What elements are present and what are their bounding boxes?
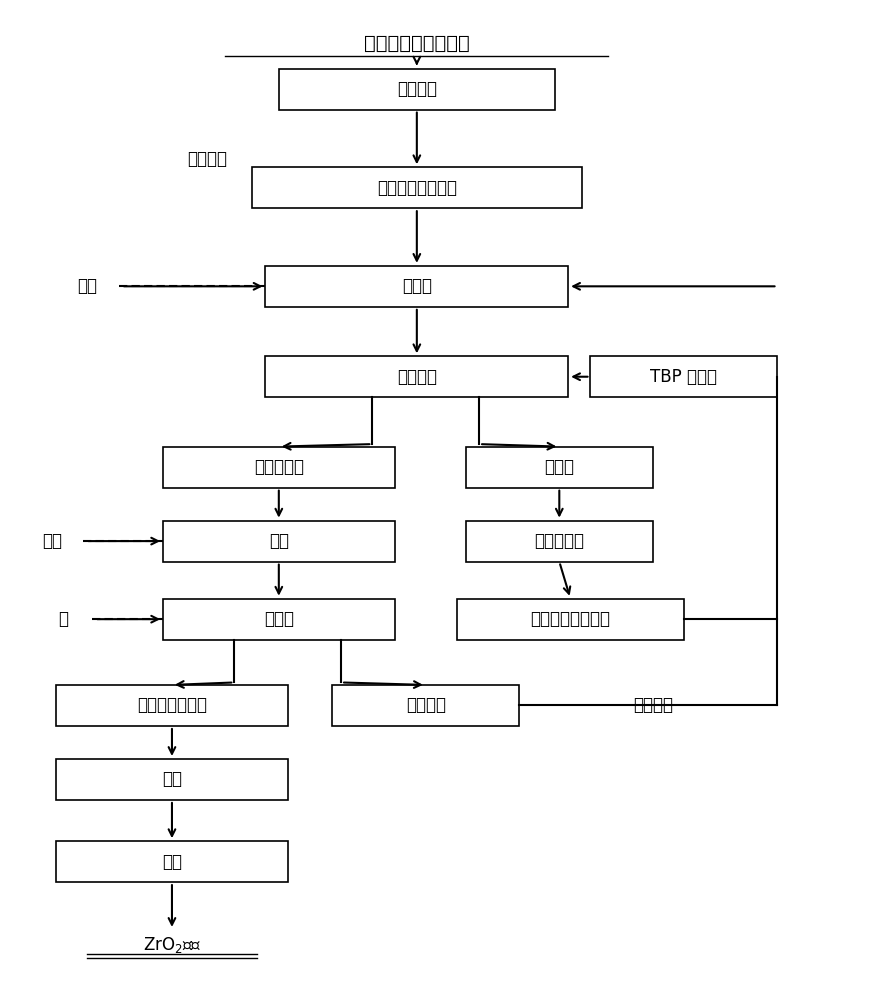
Text: ZrO$_2$产品: ZrO$_2$产品 — [142, 935, 202, 955]
Text: 另制取纯铪: 另制取纯铪 — [534, 532, 584, 550]
Text: 硝酸: 硝酸 — [77, 277, 98, 295]
Bar — [163, 447, 394, 488]
Bar — [56, 685, 288, 726]
Text: 负载有机相: 负载有机相 — [254, 458, 304, 476]
Text: 洗涤: 洗涤 — [269, 532, 289, 550]
Text: TBP 萃取剂: TBP 萃取剂 — [650, 368, 718, 386]
Text: 除氯离子: 除氯离子 — [397, 80, 437, 98]
Text: 硝酸、硝酸盐溶液: 硝酸、硝酸盐溶液 — [530, 610, 610, 628]
Text: 萃原液: 萃原液 — [401, 277, 432, 295]
Bar — [163, 599, 394, 640]
Text: 含铪硝酸锆酰溶液: 含铪硝酸锆酰溶液 — [377, 179, 457, 197]
Bar — [466, 447, 653, 488]
Bar — [457, 599, 684, 640]
Bar — [163, 521, 394, 562]
Text: 硝酸溶解: 硝酸溶解 — [187, 150, 228, 168]
Text: 洗液: 洗液 — [42, 532, 62, 550]
Text: 萃余水: 萃余水 — [544, 458, 574, 476]
Bar — [265, 266, 568, 307]
Bar — [590, 356, 778, 397]
Bar — [466, 521, 653, 562]
Bar — [279, 69, 555, 110]
Text: 逆流萃取: 逆流萃取 — [397, 368, 437, 386]
Text: 水: 水 — [58, 610, 68, 628]
Text: 反萃取: 反萃取 — [263, 610, 294, 628]
Bar — [332, 685, 520, 726]
Bar — [56, 759, 288, 800]
Bar — [56, 841, 288, 882]
Text: 贫有机相: 贫有机相 — [406, 696, 445, 714]
Text: 沉淀: 沉淀 — [162, 770, 182, 788]
Text: 煅烧: 煅烧 — [162, 853, 182, 871]
Text: 循环使用: 循环使用 — [633, 696, 673, 714]
Bar — [252, 167, 582, 208]
Text: 氯化锆（铪）酰产品: 氯化锆（铪）酰产品 — [364, 34, 470, 53]
Text: 硝酸锆酰产品液: 硝酸锆酰产品液 — [137, 696, 207, 714]
Bar — [265, 356, 568, 397]
